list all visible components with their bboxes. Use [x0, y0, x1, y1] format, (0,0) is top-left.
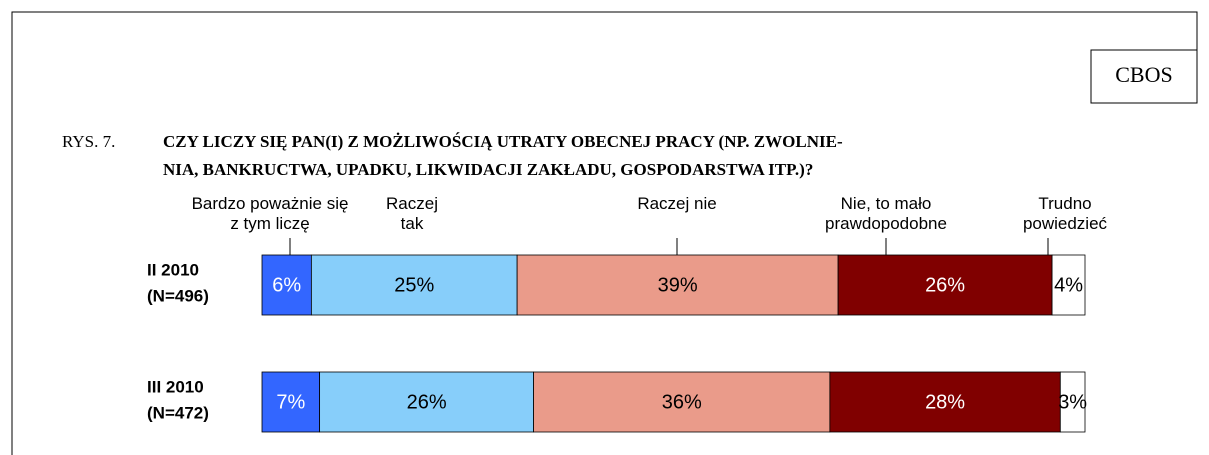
bar-segment	[1051, 254, 1086, 316]
value-label: 26%	[925, 274, 965, 296]
value-label: 6%	[272, 274, 301, 296]
value-label: 4%	[1054, 274, 1083, 296]
legend-label: Trudno powiedzieć	[1022, 194, 1108, 233]
bar-segment	[837, 254, 1053, 316]
bar-segment	[1059, 371, 1086, 433]
bar-segment	[516, 254, 839, 316]
legend-label: Bardzo poważnie się z tym liczę	[191, 194, 349, 233]
source-box	[1090, 49, 1198, 104]
bar-segment	[261, 254, 312, 316]
title-line: CZY LICZY SIĘ PAN(I) Z MOŻLIWOŚCIĄ UTRAT…	[163, 132, 843, 151]
value-label: 7%	[276, 391, 305, 413]
value-label: 39%	[658, 274, 698, 296]
category-label: III 2010	[147, 377, 204, 396]
figure-label: RYS. 7.	[62, 132, 115, 151]
bar-segment	[829, 371, 1061, 433]
value-label: 3%	[1058, 391, 1087, 413]
value-label: 25%	[394, 274, 434, 296]
legend-label: Raczej nie	[637, 194, 717, 213]
legend-label: Raczej tak	[386, 194, 438, 233]
legend-label: Nie, to mało prawdopodobne	[825, 194, 947, 233]
bar-segment	[533, 371, 831, 433]
value-label: 26%	[407, 391, 447, 413]
frame	[11, 11, 1198, 455]
bar-segment	[319, 371, 534, 433]
value-label: 28%	[925, 391, 965, 413]
bar-segment	[310, 254, 518, 316]
bar-segment	[261, 371, 321, 433]
category-note: (N=472)	[147, 403, 209, 422]
title-line: NIA, BANKRUCTWA, UPADKU, LIKWIDACJI ZAKŁ…	[163, 160, 813, 179]
source: CBOS	[1115, 62, 1172, 87]
category-label: II 2010	[147, 260, 199, 279]
category-note: (N=496)	[147, 286, 209, 305]
value-label: 36%	[662, 391, 702, 413]
